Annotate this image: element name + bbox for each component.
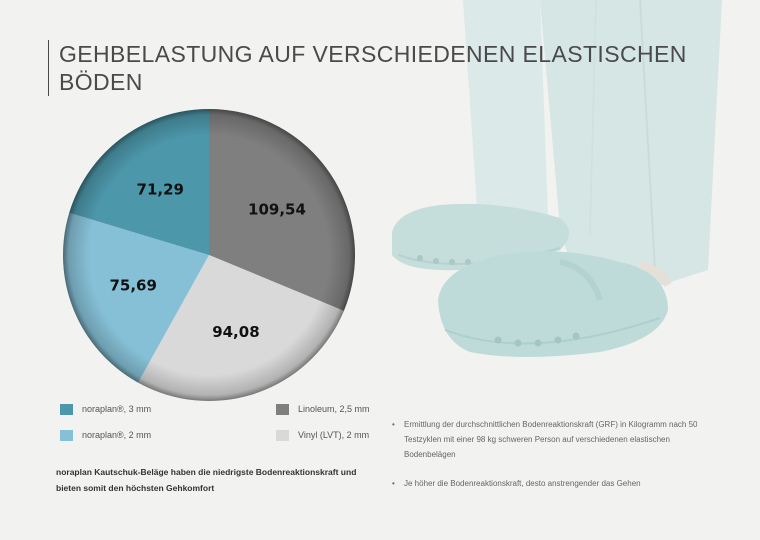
bullet-marker: • xyxy=(392,479,395,488)
bullet-text: Je höher die Bodenreaktionskraft, desto … xyxy=(404,479,641,488)
legend-label: noraplan®, 3 mm xyxy=(82,404,152,414)
info-bullets: • Ermittlung der durchschnittlichen Boden… xyxy=(392,417,702,505)
info-bullet: • Ermittlung der durchschnittlichen Boden… xyxy=(392,417,702,462)
page-title: GEHBELASTUNG AUF VERSCHIEDENEN ELASTISCH… xyxy=(48,40,760,96)
legend-swatch xyxy=(60,429,73,441)
legend-label: Vinyl (LVT), 2 mm xyxy=(298,430,370,440)
chart-note: noraplan Kautschuk-Beläge haben die nied… xyxy=(56,467,357,493)
legend-swatch xyxy=(60,403,73,415)
pie-edge-shading xyxy=(63,109,355,401)
legend-swatch xyxy=(276,403,289,415)
pie-chart: 109,5494,0875,6971,29 xyxy=(44,90,374,420)
legend-item: Linoleum, 2,5 mm xyxy=(276,402,370,416)
bullet-marker: • xyxy=(392,420,395,429)
legend-label: noraplan®, 2 mm xyxy=(82,430,152,440)
pie-chart-svg: 109,5494,0875,6971,29 xyxy=(62,109,355,401)
legend-item: Vinyl (LVT), 2 mm xyxy=(276,428,370,442)
info-bullet: • Je höher die Bodenreaktionskraft, desto… xyxy=(392,476,702,491)
legend-item: noraplan®, 2 mm xyxy=(60,428,151,442)
legend-label: Linoleum, 2,5 mm xyxy=(298,404,370,414)
legend-item: noraplan®, 3 mm xyxy=(60,402,151,416)
bullet-text: Ermittlung der durchschnittlichen Bodenr… xyxy=(404,420,698,459)
legend-right: Linoleum, 2,5 mm Vinyl (LVT), 2 mm xyxy=(276,402,370,454)
legend-swatch xyxy=(276,429,289,441)
legend-left: noraplan®, 3 mm noraplan®, 2 mm xyxy=(60,402,151,454)
